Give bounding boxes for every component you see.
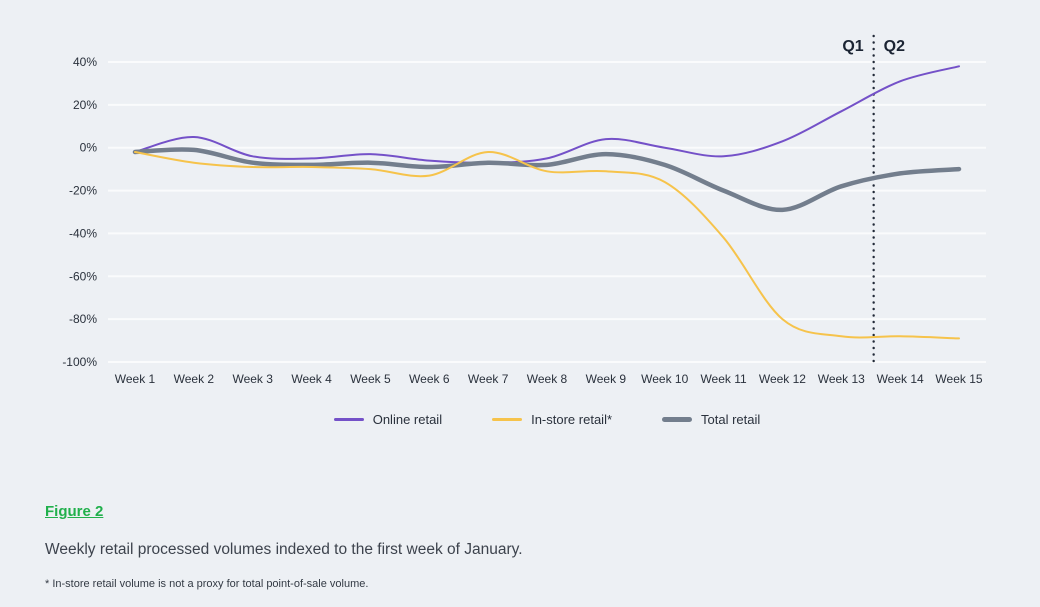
total-retail-swatch-icon (662, 416, 693, 422)
legend-item-online-retail: Online retail (333, 411, 443, 427)
legend-item-total-retail: Total retail (662, 412, 760, 427)
x-axis-label: Week 10 (641, 372, 688, 386)
legend-item-in-store-retail: In-store retail* (492, 412, 612, 427)
y-axis-tick-label: -60% (69, 269, 97, 283)
legend-label: In-store retail* (531, 411, 613, 427)
x-axis-label: Week 7 (468, 372, 509, 386)
x-axis-label: Week 1 (115, 372, 156, 386)
legend-label: Total retail (701, 411, 761, 427)
online-retail-line (134, 65, 960, 164)
y-axis-tick-label: -100% (62, 355, 97, 369)
y-axis-tick-label: -20% (69, 184, 97, 198)
x-axis-label: Week 5 (350, 372, 391, 386)
quarter-label-q2: Q2 (884, 38, 905, 55)
total-retail-line (132, 147, 962, 213)
y-axis-tick-label: 0% (80, 141, 98, 155)
legend-label: Online retail (372, 411, 443, 427)
x-axis-label: Week 13 (818, 372, 865, 386)
x-axis-label: Week 6 (409, 372, 450, 386)
x-axis-label: Week 2 (174, 372, 215, 386)
x-axis-label: Week 12 (759, 372, 806, 386)
y-axis-tick-label: 20% (73, 98, 97, 112)
x-axis-label: Week 4 (291, 372, 332, 386)
y-axis-tick-label: -80% (69, 312, 97, 326)
chart-legend: Online retail In-store retail* Total retai… (108, 409, 986, 429)
figure-footnote: * In-store retail volume is not a proxy … (45, 578, 369, 590)
x-axis-label: Week 15 (935, 372, 982, 386)
y-axis-tick-label: 40% (73, 55, 97, 69)
x-axis-label: Week 8 (527, 372, 568, 386)
retail-volume-line-chart: 40% 20% 0% -20% -40% -60% -80% -100% Week 1 Week … (62, 34, 986, 386)
x-axis-label: Week 11 (700, 372, 747, 386)
online-retail-swatch-icon (333, 417, 364, 421)
quarter-label-q1: Q1 (842, 38, 863, 55)
x-axis-label: Week 9 (586, 372, 627, 386)
figure-label-link[interactable]: Figure 2 (45, 503, 104, 520)
in-store-retail-swatch-icon (492, 417, 523, 421)
x-axis-label: Week 14 (877, 372, 924, 386)
in-store-retail-line (134, 150, 960, 340)
x-axis-label: Week 3 (232, 372, 273, 386)
y-axis-tick-label: -40% (69, 226, 97, 240)
figure-caption: Weekly retail processed volumes indexed … (45, 541, 523, 558)
